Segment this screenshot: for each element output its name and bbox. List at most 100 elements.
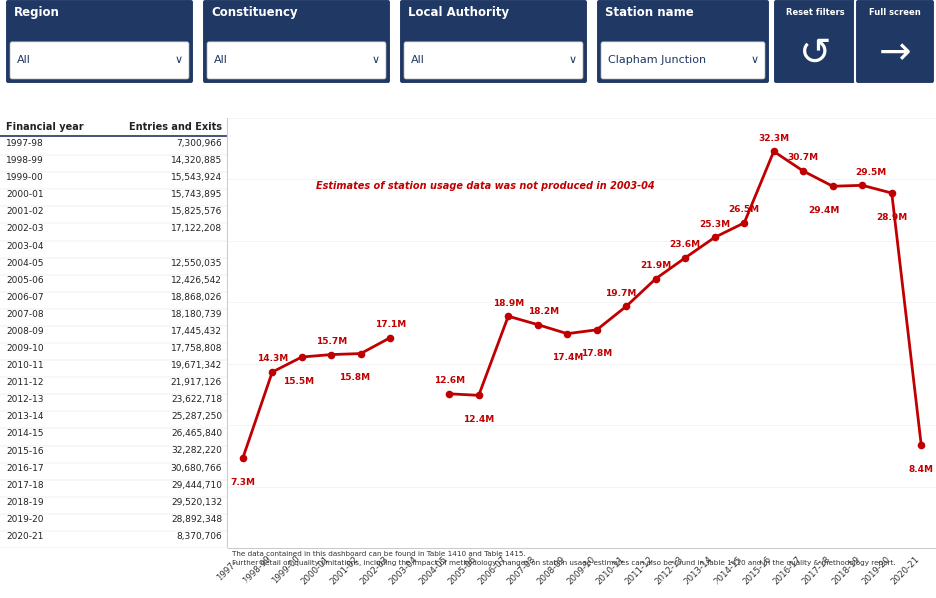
Text: Clapham Junction: Clapham Junction <box>608 56 706 65</box>
Text: Station map: Station map <box>191 578 277 590</box>
Point <box>708 233 723 242</box>
Text: 2018-19: 2018-19 <box>6 498 44 507</box>
Point <box>619 301 634 311</box>
Text: 17,122,208: 17,122,208 <box>171 224 222 233</box>
Point <box>737 218 752 228</box>
FancyBboxPatch shape <box>207 42 386 79</box>
Text: 18.9M: 18.9M <box>492 298 524 307</box>
Point <box>501 312 516 321</box>
Text: 2006-07: 2006-07 <box>6 293 44 302</box>
Text: 17.1M: 17.1M <box>374 320 406 329</box>
Text: 12,550,035: 12,550,035 <box>170 258 222 267</box>
Text: 8.4M: 8.4M <box>909 465 934 474</box>
FancyBboxPatch shape <box>399 0 588 84</box>
Text: 2000-01: 2000-01 <box>6 190 44 199</box>
Text: 2012-13: 2012-13 <box>6 395 43 404</box>
Text: 2008-09: 2008-09 <box>6 327 44 336</box>
Point <box>294 352 309 362</box>
FancyBboxPatch shape <box>404 42 583 79</box>
Point <box>324 350 339 359</box>
Text: 28.9M: 28.9M <box>876 213 907 222</box>
Text: Entries and exits by financial year: Entries and exits by financial year <box>236 94 462 107</box>
Point <box>590 325 605 335</box>
FancyBboxPatch shape <box>10 42 189 79</box>
Text: 26,465,840: 26,465,840 <box>171 429 222 438</box>
Text: 17.4M: 17.4M <box>551 353 583 362</box>
Text: 2002-03: 2002-03 <box>6 224 43 233</box>
Point <box>471 390 486 400</box>
Text: 2004-05: 2004-05 <box>6 258 43 267</box>
Point <box>796 166 811 176</box>
Text: 1997-98: 1997-98 <box>6 139 44 148</box>
Text: 18,868,026: 18,868,026 <box>170 293 222 302</box>
Text: 7.3M: 7.3M <box>230 478 256 487</box>
Text: Further detail on quality limitations, including the impact of methodology chang: Further detail on quality limitations, i… <box>232 560 896 566</box>
Text: 2009-10: 2009-10 <box>6 344 44 353</box>
Text: 32.3M: 32.3M <box>758 134 789 143</box>
Point <box>235 453 250 463</box>
Text: 7,300,966: 7,300,966 <box>176 139 222 148</box>
Text: All: All <box>411 56 425 65</box>
Point <box>678 253 693 263</box>
Text: Entries and Exits: Entries and Exits <box>129 122 222 132</box>
Point <box>531 320 546 329</box>
Text: 21.9M: 21.9M <box>640 261 671 270</box>
Point <box>767 147 782 156</box>
Text: ∨: ∨ <box>175 56 183 65</box>
Text: 2015-16: 2015-16 <box>6 447 44 456</box>
Text: 2014-15: 2014-15 <box>6 429 43 438</box>
Text: 2019-20: 2019-20 <box>6 515 43 524</box>
Text: 2010-11: 2010-11 <box>6 361 44 370</box>
Text: Station name: Station name <box>605 6 694 19</box>
Text: 15,825,576: 15,825,576 <box>170 208 222 216</box>
Point <box>914 440 929 450</box>
Text: Time series: Time series <box>662 578 742 590</box>
Text: 2003-04: 2003-04 <box>6 242 43 251</box>
Text: 12,426,542: 12,426,542 <box>171 276 222 285</box>
Text: 19.7M: 19.7M <box>605 289 636 298</box>
Text: All: All <box>17 56 31 65</box>
Text: Time series (Entries and exits): Time series (Entries and exits) <box>6 94 209 107</box>
Text: 29,520,132: 29,520,132 <box>171 498 222 507</box>
Text: 15,743,895: 15,743,895 <box>170 190 222 199</box>
FancyBboxPatch shape <box>596 0 770 84</box>
Text: ∨: ∨ <box>372 56 380 65</box>
Text: 14,320,885: 14,320,885 <box>170 156 222 165</box>
Text: 17,758,808: 17,758,808 <box>170 344 222 353</box>
Text: 2020-21: 2020-21 <box>6 532 43 541</box>
FancyBboxPatch shape <box>5 0 194 84</box>
Text: ∨: ∨ <box>569 56 578 65</box>
Point <box>649 274 664 283</box>
Point <box>383 333 398 343</box>
Text: 15,543,924: 15,543,924 <box>171 173 222 182</box>
Text: 2005-06: 2005-06 <box>6 276 44 285</box>
Text: 1999-00: 1999-00 <box>6 173 44 182</box>
Text: Financial year: Financial year <box>6 122 83 132</box>
Text: 12.4M: 12.4M <box>463 415 494 424</box>
Text: Region: Region <box>14 6 60 19</box>
Text: 30,680,766: 30,680,766 <box>170 463 222 472</box>
Text: 2007-08: 2007-08 <box>6 310 44 319</box>
Text: 30.7M: 30.7M <box>788 154 819 163</box>
Text: 18,180,739: 18,180,739 <box>170 310 222 319</box>
Text: 29.5M: 29.5M <box>856 167 886 177</box>
Text: The data contained in this dashboard can be found in Table 1410 and Table 1415.: The data contained in this dashboard can… <box>232 551 526 557</box>
Text: 29,444,710: 29,444,710 <box>171 481 222 490</box>
Text: 2016-17: 2016-17 <box>6 463 44 472</box>
Text: 25.3M: 25.3M <box>699 219 730 228</box>
FancyBboxPatch shape <box>202 0 391 84</box>
Text: 14.3M: 14.3M <box>256 355 288 364</box>
FancyBboxPatch shape <box>601 42 765 79</box>
Text: 28,892,348: 28,892,348 <box>171 515 222 524</box>
Text: All: All <box>214 56 227 65</box>
Point <box>826 181 841 191</box>
Text: Reset filters: Reset filters <box>785 8 844 17</box>
Text: Local Authority: Local Authority <box>408 6 509 19</box>
Text: Constituency: Constituency <box>211 6 298 19</box>
Text: 2011-12: 2011-12 <box>6 378 43 387</box>
Text: 15.5M: 15.5M <box>284 377 314 386</box>
Text: 23,622,718: 23,622,718 <box>171 395 222 404</box>
Text: ↺: ↺ <box>798 34 831 72</box>
Point <box>442 389 457 399</box>
Text: 2017-18: 2017-18 <box>6 481 44 490</box>
